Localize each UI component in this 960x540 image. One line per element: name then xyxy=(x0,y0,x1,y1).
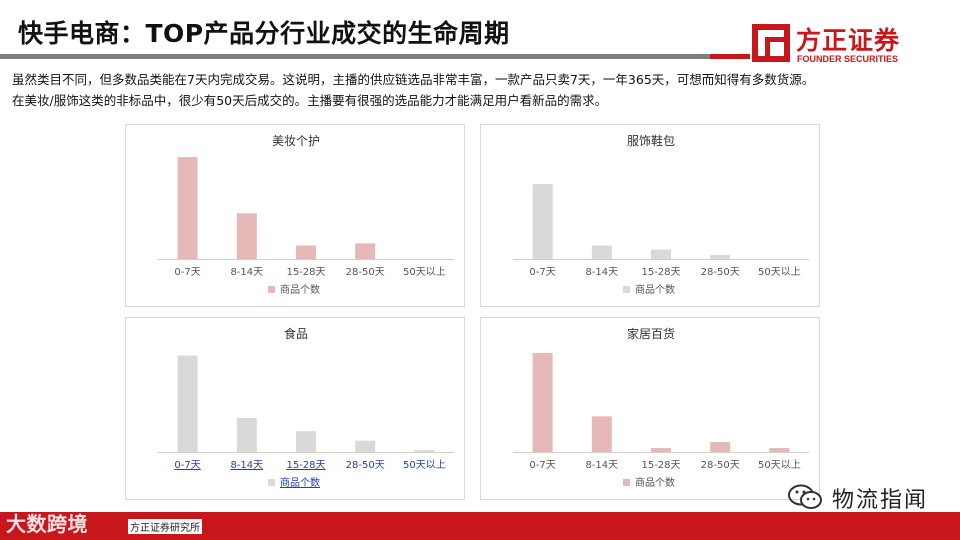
description-line: 在美妆/服饰这类的非标品中，很少有50天后成交的。主播要有很强的选品能力才能满足… xyxy=(12,93,608,108)
x-tick-label: 50天以上 xyxy=(403,459,446,471)
x-tick-label: 8-14天 xyxy=(585,460,618,471)
x-tick-label: 0-7天 xyxy=(529,267,555,278)
x-tick-label: 50天以上 xyxy=(403,266,446,278)
x-tick-label: 50天以上 xyxy=(758,266,801,278)
founder-logo-icon xyxy=(752,24,790,62)
x-tick-label: 8-14天 xyxy=(585,267,618,278)
chart-title: 食品 xyxy=(284,326,308,341)
x-tick-label: 28-50天 xyxy=(346,460,385,471)
description: 虽然类目不同，但多数品类能在7天内完成交易。这说明，主播的供应链选品非常丰富，一… xyxy=(12,69,952,111)
legend-label: 商品个数 xyxy=(635,283,675,296)
legend-label: 商品个数 xyxy=(280,476,320,489)
logo-subtitle: FOUNDER SECURITIES xyxy=(797,54,899,64)
bar xyxy=(296,245,316,259)
x-tick-label: 15-28天 xyxy=(286,460,325,471)
bar xyxy=(532,184,553,259)
bar xyxy=(177,157,198,259)
legend-swatch xyxy=(268,479,275,486)
chart-title: 美妆个护 xyxy=(272,134,320,148)
bar xyxy=(710,254,731,259)
x-tick-label: 15-28天 xyxy=(286,267,325,278)
title-underline xyxy=(0,54,750,59)
x-tick-label: 0-7天 xyxy=(529,460,555,471)
bar xyxy=(177,355,198,452)
legend-swatch xyxy=(623,479,630,486)
logo-name: 方正证券 xyxy=(796,26,901,55)
chart-panel-beauty: 美妆个护 0-7天 8-14天 15-28天 28-50天 50天以上商品个数 xyxy=(125,124,465,307)
x-tick-label: 28-50天 xyxy=(701,267,740,278)
legend-swatch xyxy=(623,286,630,293)
watermark: 大数跨境 xyxy=(6,512,88,536)
chart-panel-apparel: 服饰鞋包 0-7天 8-14天 15-28天 28-50天 50天以上商品个数 xyxy=(480,124,820,307)
x-tick-label: 0-7天 xyxy=(174,460,200,471)
x-tick-label: 28-50天 xyxy=(701,460,740,471)
wechat-account-name: 物流指闻 xyxy=(832,488,929,513)
x-tick-label: 15-28天 xyxy=(641,460,680,471)
wechat-icon xyxy=(788,484,822,509)
wechat-account: 物流指闻 xyxy=(788,482,958,513)
chart-title: 家居百货 xyxy=(627,326,675,341)
bar xyxy=(651,249,671,259)
bar xyxy=(591,416,612,452)
bar xyxy=(355,243,376,259)
bar xyxy=(532,352,553,452)
chart-panel-home: 家居百货 0-7天 8-14天 15-28天 28-50天 50天以上商品个数 xyxy=(480,317,820,500)
bar xyxy=(769,448,790,452)
x-tick-label: 15-28天 xyxy=(641,267,680,278)
source-note: 方正证券研究所 xyxy=(128,519,202,534)
legend-swatch xyxy=(268,286,275,293)
bar xyxy=(710,442,731,452)
x-tick-label: 8-14天 xyxy=(230,460,263,471)
x-tick-label: 0-7天 xyxy=(174,267,200,278)
legend-label: 商品个数 xyxy=(280,283,320,296)
chart-title: 服饰鞋包 xyxy=(627,133,675,148)
x-tick-label: 28-50天 xyxy=(346,267,385,278)
bar xyxy=(236,213,257,259)
bar xyxy=(591,245,612,259)
x-tick-label: 8-14天 xyxy=(230,267,263,278)
bar xyxy=(236,417,257,452)
bar xyxy=(414,450,435,452)
bar xyxy=(296,431,316,452)
legend-label: 商品个数 xyxy=(635,476,675,489)
bar xyxy=(355,440,376,452)
x-tick-label: 50天以上 xyxy=(758,459,801,471)
company-logo: 方正证券 FOUNDER SECURITIES xyxy=(752,20,952,70)
chart-panel-food: 食品 0-7天 8-14天 15-28天 28-50天 50天以上商品个数 xyxy=(125,317,465,500)
bar xyxy=(651,448,671,452)
slide-title: 快手电商：TOP产品分行业成交的生命周期 xyxy=(18,19,510,48)
description-line: 虽然类目不同，但多数品类能在7天内完成交易。这说明，主播的供应链选品非常丰富，一… xyxy=(12,72,815,87)
